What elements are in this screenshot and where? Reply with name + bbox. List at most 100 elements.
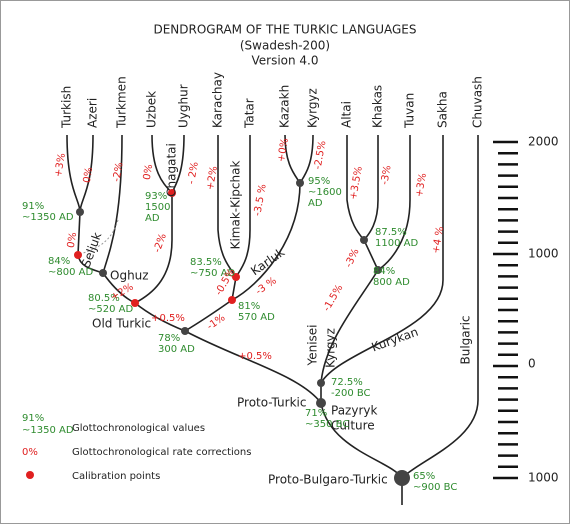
scale-label: 2000 <box>528 135 559 149</box>
scale-label: 1000 <box>528 247 559 261</box>
glotto-value: 84% <box>373 266 395 277</box>
node <box>99 269 107 277</box>
glotto-value: 83.5% <box>190 257 222 268</box>
glotto-value: 1100 AD <box>375 238 418 249</box>
rate-correction: +4 % <box>431 226 447 255</box>
branch-label: Chagatai <box>165 143 179 197</box>
calibration-point <box>232 273 240 281</box>
glotto-value: 84% <box>48 256 70 267</box>
glotto-value: 87.5% <box>375 227 407 238</box>
branch-label: Culture <box>331 419 375 433</box>
calibration-point <box>131 299 139 307</box>
scale-label: 0 <box>528 357 536 371</box>
node <box>76 208 84 216</box>
glotto-value: ~750 AD <box>190 268 235 279</box>
branch-label: Bulgaric <box>459 315 473 364</box>
legend-sample: ~1350 AD <box>22 425 74 436</box>
legend-sample: 91% <box>22 413 44 424</box>
node <box>317 379 325 387</box>
glotto-value: 80.5% <box>88 293 120 304</box>
glotto-value: 91% <box>22 201 44 212</box>
tree <box>26 134 479 505</box>
legend-label: Glottochronological values <box>72 423 205 434</box>
leaf-label: Kazakh <box>278 85 292 128</box>
leaf-label: Altai <box>340 101 354 128</box>
legend-label: Glottochronological rate corrections <box>72 447 251 458</box>
glotto-value: 93% <box>145 191 167 202</box>
node <box>360 236 368 244</box>
leaf-label: Azeri <box>86 98 100 128</box>
node <box>296 179 304 187</box>
node <box>374 266 382 274</box>
glotto-value: 65% <box>413 471 435 482</box>
leaf-label: Chuvash <box>471 76 485 128</box>
leaf-label: Uzbek <box>145 91 159 128</box>
branch-label: Kimak-Kipchak <box>229 161 243 250</box>
glotto-value: 71% <box>305 408 327 419</box>
rate-correction: +3% <box>414 172 429 198</box>
legend-label: Calibration points <box>72 471 160 482</box>
glotto-value: ~800 AD <box>48 267 93 278</box>
glotto-value: 570 AD <box>238 312 275 323</box>
contact-line <box>79 219 119 255</box>
rate-correction: +0.5% <box>238 351 272 362</box>
rate-correction: -3% <box>379 165 393 186</box>
glotto-value: ~900 BC <box>413 482 457 493</box>
rate-correction: - 2% <box>186 161 201 185</box>
calibration-point <box>228 296 236 304</box>
node <box>394 470 410 486</box>
branch-label: Yenisei <box>306 324 320 366</box>
leaf-label: Tuvan <box>403 93 417 129</box>
calibration-point <box>168 189 176 197</box>
legend-calibration-dot <box>26 471 34 479</box>
branch-label: Proto-Turkic <box>237 396 306 410</box>
rate-correction: +0.5% <box>151 313 185 324</box>
node <box>181 327 189 335</box>
leaf-label: Tatar <box>243 98 257 129</box>
rate-correction: 0% <box>66 231 80 249</box>
rate-correction: +3% <box>53 152 68 178</box>
leaf-label: Khakas <box>371 85 385 128</box>
glotto-value: 95% <box>308 176 330 187</box>
glotto-value: 72.5% <box>331 377 363 388</box>
calibration-point <box>74 251 82 259</box>
branch-label: Pazyryk <box>331 404 377 418</box>
rate-correction: +2% <box>205 165 220 191</box>
branch-label: Proto-Bulgaro-Turkic <box>268 473 388 487</box>
rate-correction: 0% <box>142 163 156 181</box>
time-scale: 2000 1000 0 1000 <box>493 135 559 485</box>
rate-correction: -2% <box>111 162 125 183</box>
branch-label: Old Turkic <box>92 317 151 331</box>
legend-sample: 0% <box>22 447 38 458</box>
glotto-value: 300 AD <box>158 344 195 355</box>
node <box>316 398 326 408</box>
branch <box>184 135 444 404</box>
leaf-label: Kyrgyz <box>306 88 320 128</box>
leaf-label: Karachay <box>211 72 225 128</box>
glotto-value: -200 BC <box>331 388 371 399</box>
leaf-label: Sakha <box>436 91 450 128</box>
title: Version 4.0 <box>251 54 318 68</box>
title: (Swadesh-200) <box>240 39 330 53</box>
glotto-value: AD <box>308 198 323 209</box>
glotto-value: 800 AD <box>373 277 410 288</box>
glotto-value: AD <box>145 213 160 224</box>
rate-correction: 0% <box>82 166 96 184</box>
glotto-value: ~1350 AD <box>22 212 74 223</box>
title: DENDROGRAM OF THE TURKIC LANGUAGES <box>153 23 416 37</box>
leaf-label: Turkish <box>60 86 74 129</box>
scale-label: 1000 <box>528 471 559 485</box>
glotto-value: ~1600 <box>308 187 342 198</box>
leaf-label: Uyghur <box>177 84 191 128</box>
leaf-label: Turkmen <box>115 76 129 129</box>
branch-label: Kyrgyz <box>324 328 338 368</box>
glotto-value: 1500 <box>145 202 170 213</box>
glotto-value: ~350 BC <box>305 419 349 430</box>
glotto-value: ~520 AD <box>88 304 133 315</box>
rate-correction: -2.5% <box>313 140 329 170</box>
branch-label: Oghuz <box>110 269 149 283</box>
glotto-value: 81% <box>238 301 260 312</box>
rate-correction: +0% <box>276 137 291 163</box>
